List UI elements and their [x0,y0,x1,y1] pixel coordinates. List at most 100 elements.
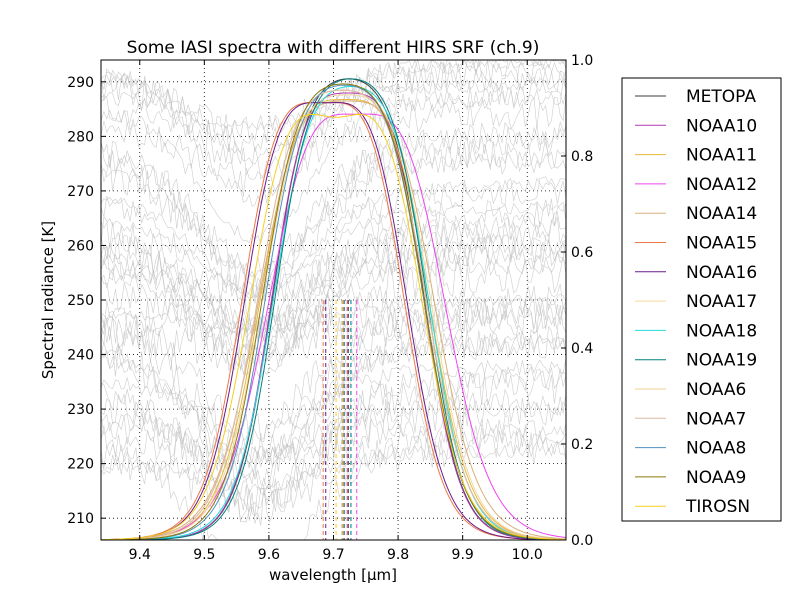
legend-label: NOAA16 [686,263,757,283]
background-spectrum [100,256,567,358]
legend-item-noaa7: NOAA7 [635,409,746,429]
legend-label: NOAA8 [686,439,746,459]
legend: METOPA NOAA10 NOAA11 NOAA12 NOAA14 NOAA15 NOAA… [621,77,782,522]
legend-item-noaa15: NOAA15 [635,234,757,254]
background-spectrum [100,430,567,522]
background-spectrum [100,366,567,513]
legend-item-metopa: METOPA [635,87,756,107]
background-spectrum [100,88,567,245]
background-spectrum [100,201,567,297]
background-spectrum [100,80,567,155]
y-tick-label: 230 [67,402,94,418]
x-tick-label: 9.5 [193,547,215,563]
x-tick-label: 9.6 [258,547,280,563]
legend-item-noaa18: NOAA18 [635,321,757,341]
legend-label: NOAA6 [686,380,746,400]
srf-curves [100,78,567,541]
y-tick-label: 280 [67,129,94,145]
background-spectrum [100,300,567,372]
y-tick-label: 250 [67,293,94,309]
center-markers [322,300,358,540]
y-axis-label: Spectral radiance [K] [39,221,57,379]
srf-line-noaa16 [101,102,566,541]
y-right-tick-label: 0.0 [571,533,593,549]
legend-item-noaa16: NOAA16 [635,263,757,283]
srf-line-noaa17 [101,94,567,541]
legend-item-noaa19: NOAA19 [635,351,757,371]
legend-label: NOAA14 [686,204,757,224]
legend-label: NOAA9 [686,468,746,488]
legend-item-noaa8: NOAA8 [635,439,746,459]
legend-label: NOAA15 [686,234,757,254]
y-tick-label: 290 [67,75,94,91]
legend-label: NOAA12 [686,175,757,195]
y-axis-left: 210 220 230 240 250 260 270 280 290 [67,75,106,527]
y-tick-label: 210 [67,511,94,527]
background-spectrum [100,335,567,464]
background-spectrum [100,300,567,464]
legend-item-noaa11: NOAA11 [635,146,757,166]
x-tick-label: 9.7 [322,547,344,563]
legend-item-noaa17: NOAA17 [635,292,757,312]
y-right-tick-label: 0.2 [571,437,593,453]
y-right-tick-label: 0.8 [571,149,593,165]
background-spectra [100,58,567,541]
background-spectrum [100,388,567,521]
y-tick-label: 270 [67,184,94,200]
srf-line-noaa7 [100,89,567,541]
background-spectrum [100,283,567,352]
legend-label: METOPA [686,87,756,107]
background-spectrum [100,149,567,279]
x-tick-label: 9.9 [452,547,474,563]
background-spectrum [100,216,567,341]
background-spectrum [100,59,567,165]
background-spectrum [100,211,567,378]
x-tick-label: 10.0 [512,547,543,563]
legend-label: NOAA10 [686,116,757,136]
y-tick-label: 220 [67,457,94,473]
y-tick-label: 240 [67,348,94,364]
srf-line-noaa9 [101,83,567,541]
legend-item-noaa6: NOAA6 [635,380,746,400]
legend-label: NOAA11 [686,146,757,166]
legend-item-tirosn: TIROSN [635,497,750,517]
background-spectrum [100,136,567,307]
x-tick-label: 9.4 [129,547,151,563]
background-spectrum [100,96,567,197]
legend-item-noaa10: NOAA10 [635,116,757,136]
background-spectrum [100,177,567,299]
background-spectrum [100,358,567,440]
background-spectrum [100,440,567,495]
legend-label: NOAA19 [686,351,757,371]
y-tick-label: 260 [67,238,94,254]
background-spectrum [100,293,567,336]
legend-item-noaa12: NOAA12 [635,175,757,195]
background-spectrum [100,121,567,282]
legend-item-noaa9: NOAA9 [635,468,746,488]
srf-line-noaa12 [100,113,567,541]
x-tick-label: 9.8 [387,547,409,563]
background-spectrum [100,241,567,336]
background-spectrum [100,198,567,355]
srf-line-tirosn [100,113,567,541]
background-spectrum [100,124,567,299]
x-axis: 9.4 9.5 9.6 9.7 9.8 9.9 10.0 [129,60,543,563]
legend-item-noaa14: NOAA14 [635,204,757,224]
legend-label: TIROSN [685,497,750,517]
background-spectrum [100,325,567,496]
x-axis-label: wavelength [µm] [269,566,397,584]
legend-label: NOAA7 [686,409,746,429]
y-right-tick-label: 1.0 [571,53,593,69]
legend-label: NOAA18 [686,321,757,341]
background-spectrum [100,411,567,477]
background-spectrum [100,176,567,339]
srf-line-noaa19 [101,78,567,541]
legend-label: NOAA17 [686,292,757,312]
srf-line-noaa14 [101,100,567,541]
background-spectrum [100,395,567,469]
y-axis-right: 0.0 0.2 0.4 0.6 0.8 1.0 [561,53,593,549]
legend-items: METOPA NOAA10 NOAA11 NOAA12 NOAA14 NOAA15 NOAA… [635,87,757,517]
y-right-tick-label: 0.4 [571,341,593,357]
chart-title: Some IASI spectra with different HIRS SR… [127,38,540,58]
